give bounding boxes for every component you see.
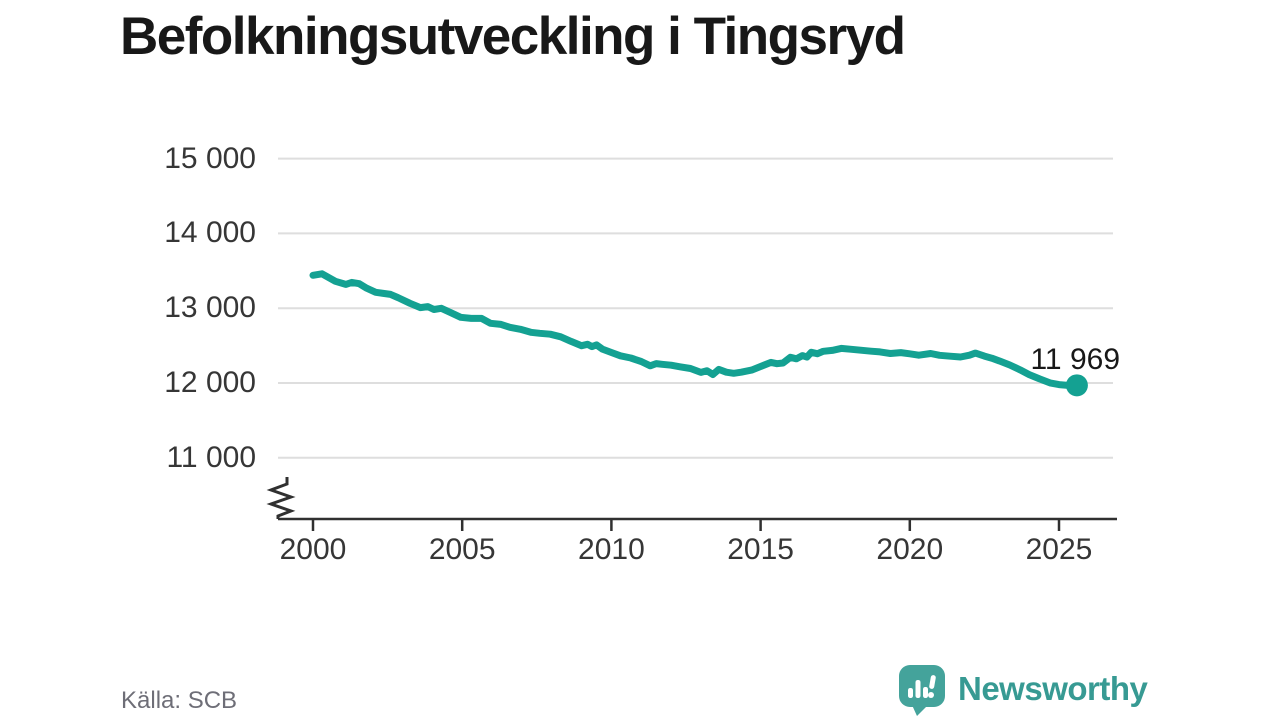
latest-value-dot [1065,374,1088,397]
y-tick-label: 14 000 [164,216,256,250]
x-tick-label: 2005 [428,533,496,566]
y-tick-label: 15 000 [164,141,256,175]
x-tick-label: 2010 [578,533,645,566]
y-tick-label: 11 000 [166,440,256,474]
chart-title: Befolkningsutveckling i Tingsryd [120,7,906,66]
newsworthy-logo: Newsworthy [897,662,1148,716]
y-tick-label: 12 000 [164,366,256,399]
latest-value-label: 11 969 [1030,343,1120,376]
population-series-line [309,270,1081,389]
source-label: Källa: SCB [121,687,238,714]
newsworthy-logo-text: Newsworthy [958,670,1148,707]
x-tick-label: 2020 [876,533,944,566]
y-tick-label: 13 000 [164,291,256,325]
newsworthy-logo-icon [899,664,945,716]
x-tick-label: 2000 [279,533,347,566]
x-tick-label: 2025 [1025,533,1093,566]
x-tick-label: 2015 [727,533,794,566]
axis-break-icon [266,477,296,519]
